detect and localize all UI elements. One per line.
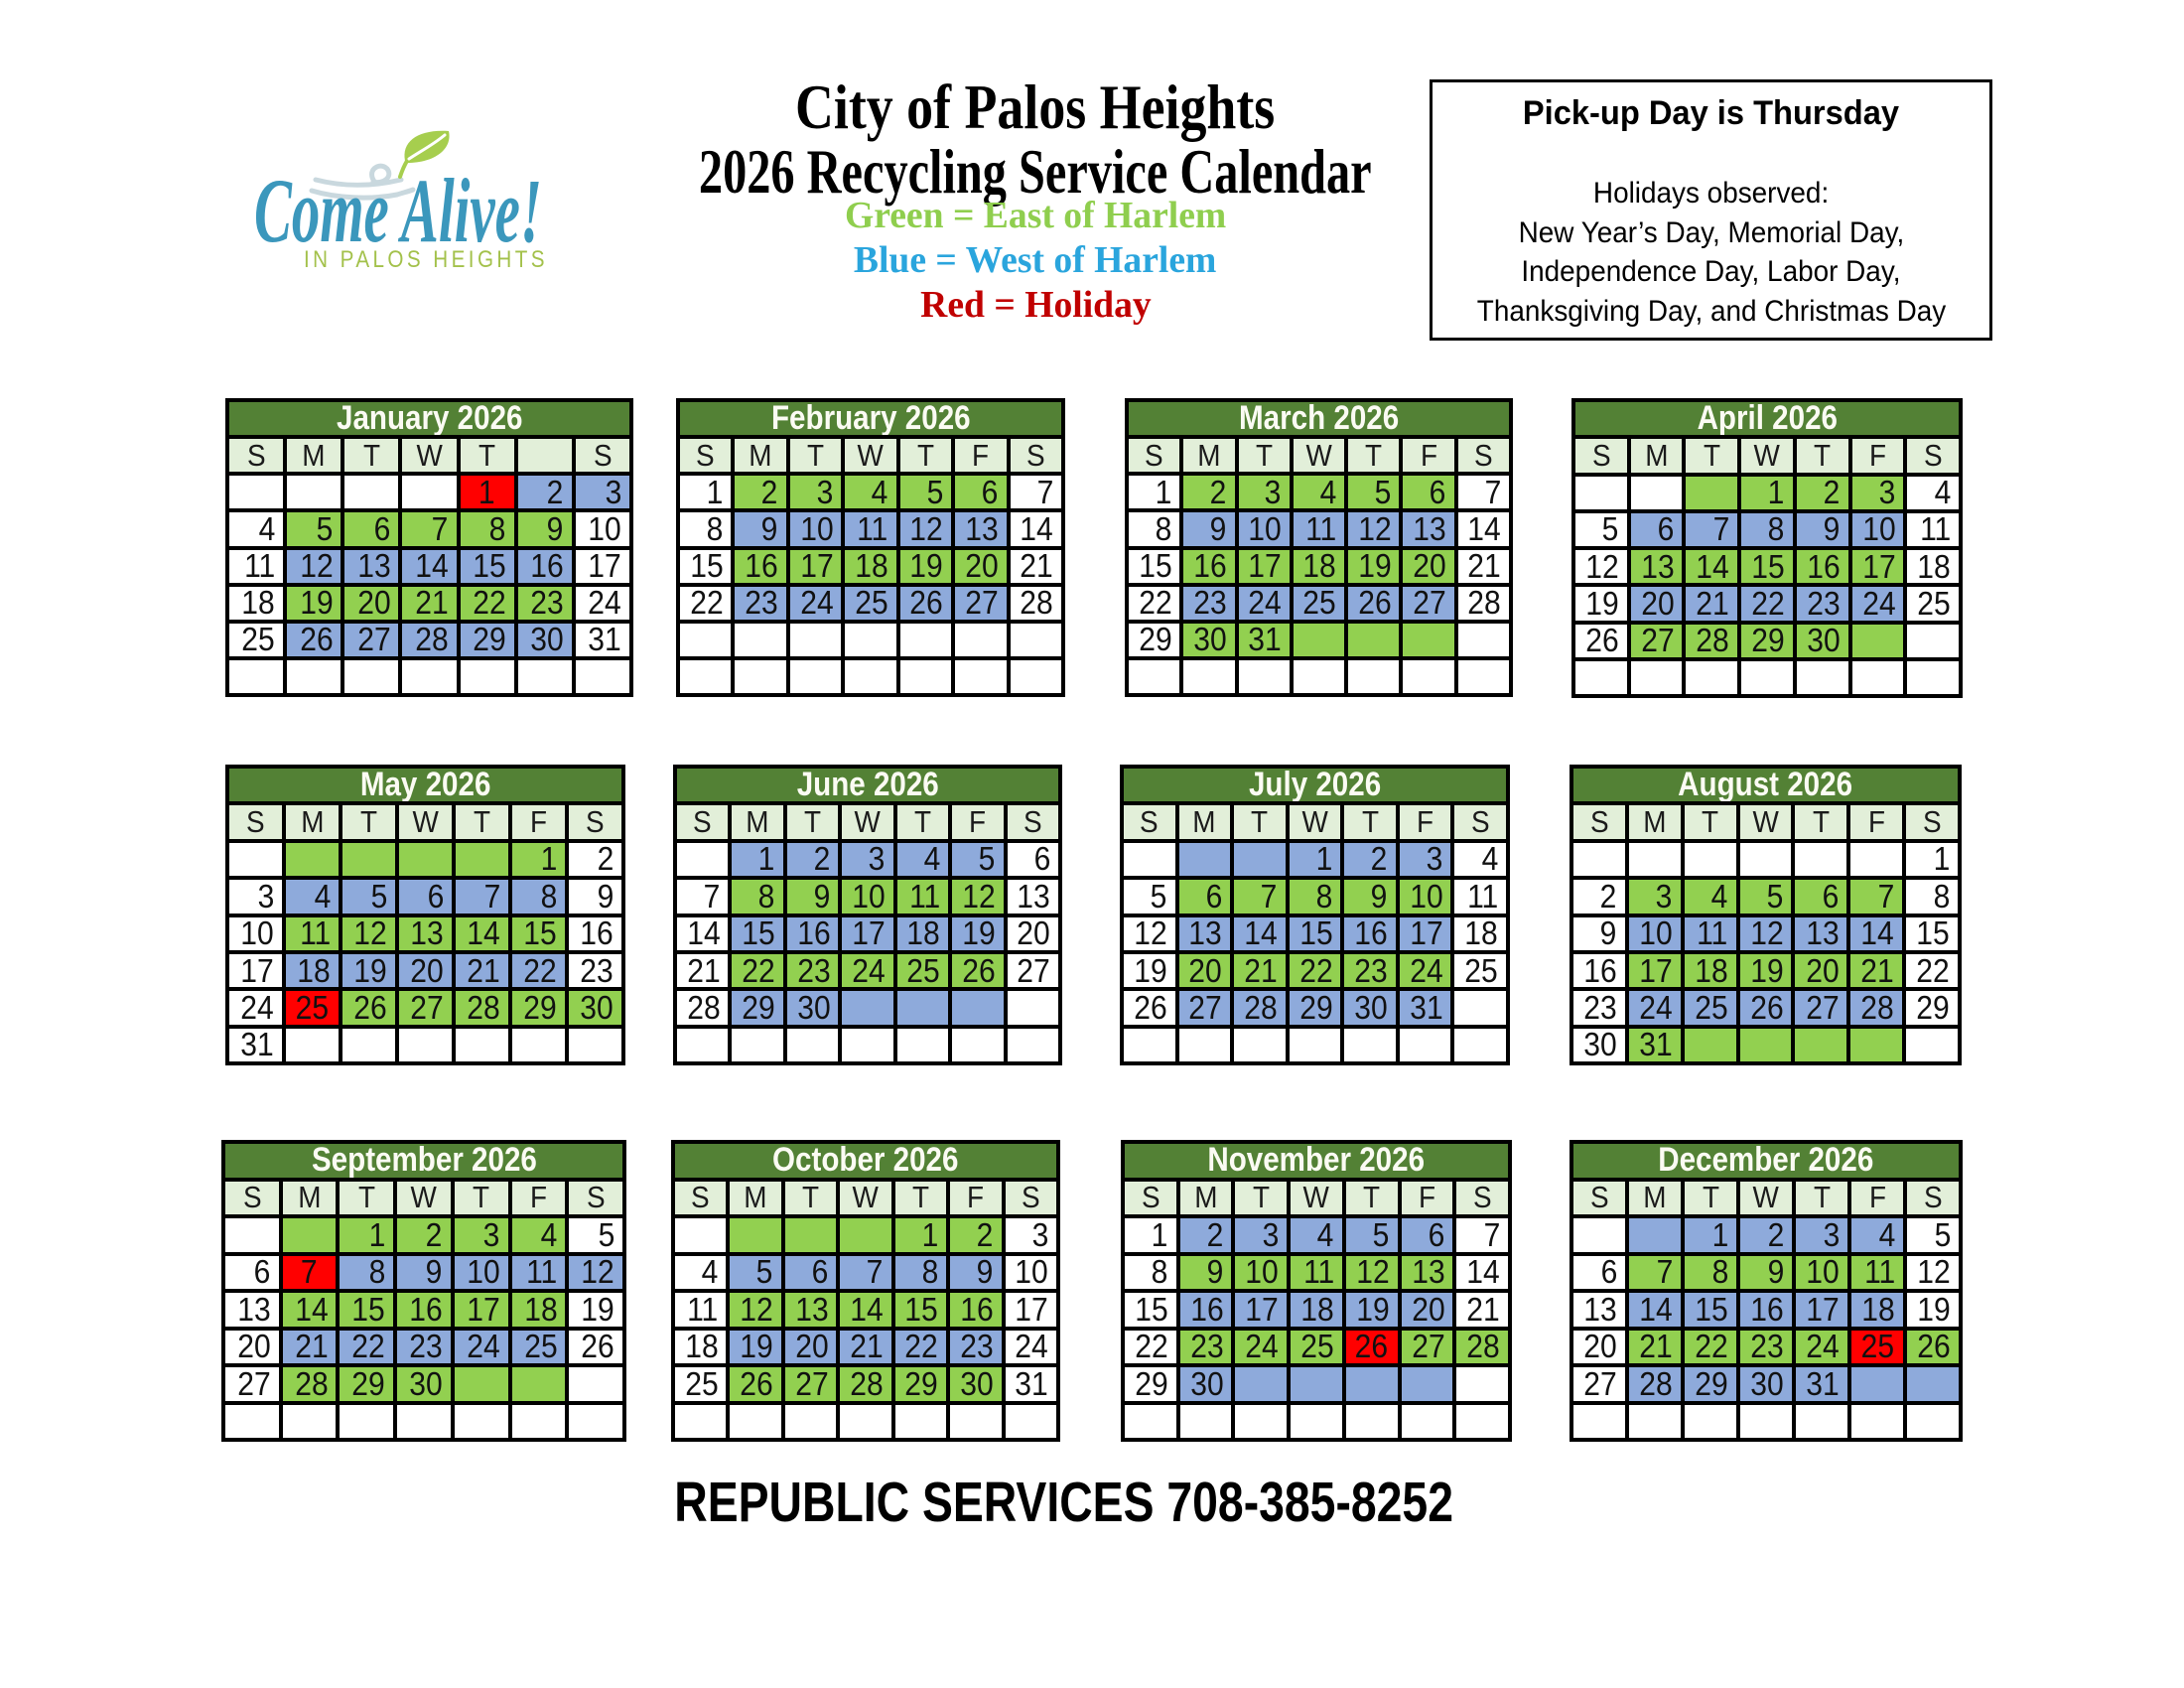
svg-text:IN PALOS HEIGHTS: IN PALOS HEIGHTS bbox=[304, 246, 548, 273]
svg-text:Come Alive!: Come Alive! bbox=[254, 160, 542, 261]
